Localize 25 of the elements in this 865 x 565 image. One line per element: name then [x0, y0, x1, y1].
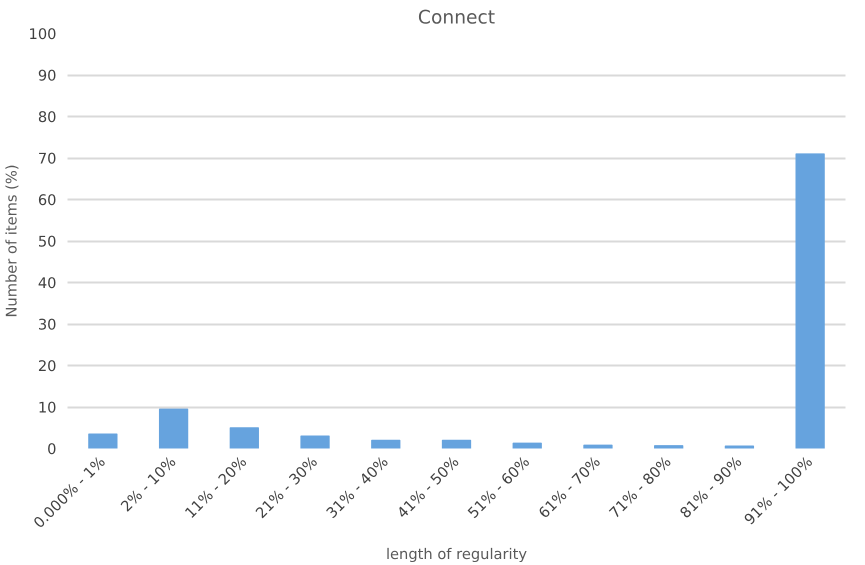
bar	[88, 433, 118, 448]
y-tick-label: 100	[28, 26, 57, 43]
x-axis-title: length of regularity	[386, 546, 528, 563]
y-tick-label: 50	[38, 234, 57, 250]
y-tick-label: 60	[38, 192, 57, 209]
bar	[300, 436, 330, 448]
bar	[654, 445, 684, 448]
bar	[795, 153, 825, 448]
bar	[724, 446, 754, 448]
bar	[230, 427, 259, 448]
y-tick-label: 40	[38, 275, 57, 292]
y-tick-label: 20	[38, 358, 57, 375]
bar	[371, 440, 400, 448]
y-tick-label: 10	[38, 400, 57, 416]
y-tick-label: 70	[38, 150, 57, 168]
chart-title: Connect	[418, 8, 496, 28]
y-tick-label: 30	[38, 316, 57, 334]
bar	[442, 440, 472, 448]
bar	[158, 408, 188, 448]
bar	[583, 444, 613, 448]
y-tick-label: 80	[38, 109, 57, 126]
bar	[512, 442, 542, 448]
y-axis-title: Number of items (%)	[4, 164, 21, 318]
y-tick-label: 90	[38, 68, 57, 84]
y-tick-label: 0	[47, 441, 57, 458]
